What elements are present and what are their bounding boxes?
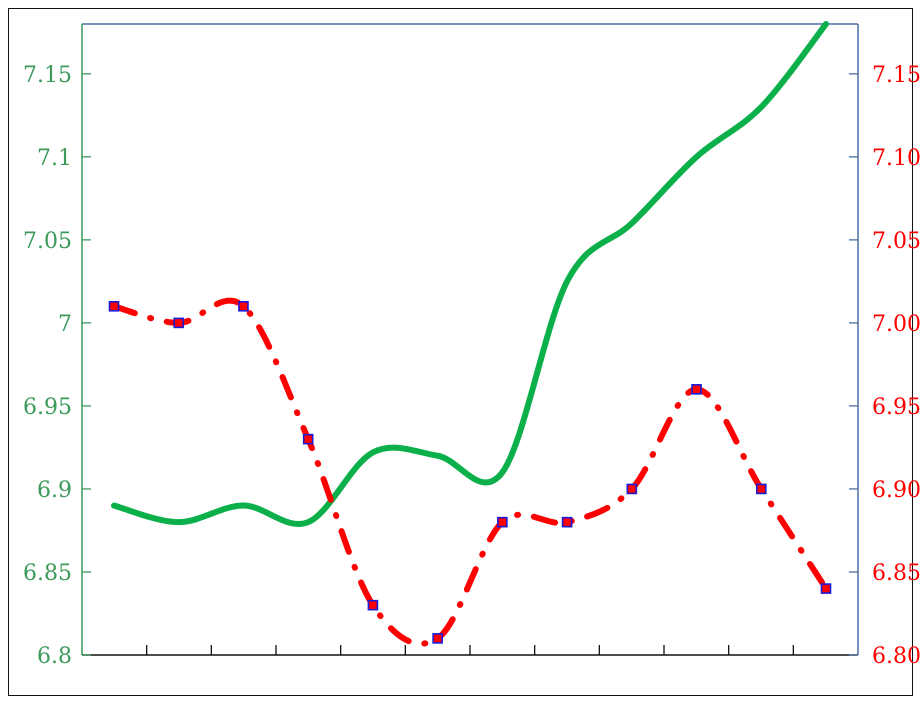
left-tick-label: 6.95 (23, 395, 72, 420)
right-tick-label: 6.90 (872, 478, 921, 503)
right-tick-label: 6.95 (872, 395, 921, 420)
series-2-point (108, 300, 120, 312)
right-tick-label: 6.80 (872, 644, 921, 669)
series-2-point (302, 433, 314, 445)
series-2-point (691, 384, 702, 395)
series-2-point (497, 516, 508, 528)
left-tick-label: 7 (58, 312, 72, 337)
right-tick-label: 6.85 (872, 561, 921, 586)
left-y-axis: 6.8 6.85 6.9 6.95 7 7.05 7.1 7.15 (23, 63, 91, 669)
series-layer (108, 21, 832, 647)
series-2-point (755, 483, 767, 495)
left-tick-label: 6.9 (37, 478, 72, 503)
left-tick-label: 6.8 (37, 644, 72, 669)
right-tick-label: 7.00 (872, 312, 921, 337)
right-y-axis: 6.80 6.85 6.90 6.95 7.00 7.05 7.10 7.15 (849, 63, 921, 669)
series-2-point (367, 599, 379, 611)
left-tick-label: 6.85 (23, 561, 72, 586)
right-tick-label: 7.15 (872, 63, 921, 88)
right-tick-label: 7.10 (872, 146, 921, 171)
series-1-line (111, 21, 829, 527)
series-2-point (561, 516, 573, 528)
series-2-point (820, 583, 832, 594)
series-2-line (111, 297, 829, 647)
chart-frame (8, 8, 913, 696)
series-2-point (432, 633, 443, 644)
axes (81, 23, 859, 656)
left-tick-label: 7.05 (23, 229, 72, 254)
right-tick-label: 7.05 (872, 229, 921, 254)
left-tick-label: 7.1 (37, 146, 72, 171)
series-2-point (626, 483, 638, 495)
series-2-point (238, 300, 249, 312)
series-2-point (173, 317, 185, 329)
left-tick-label: 7.15 (23, 63, 72, 88)
